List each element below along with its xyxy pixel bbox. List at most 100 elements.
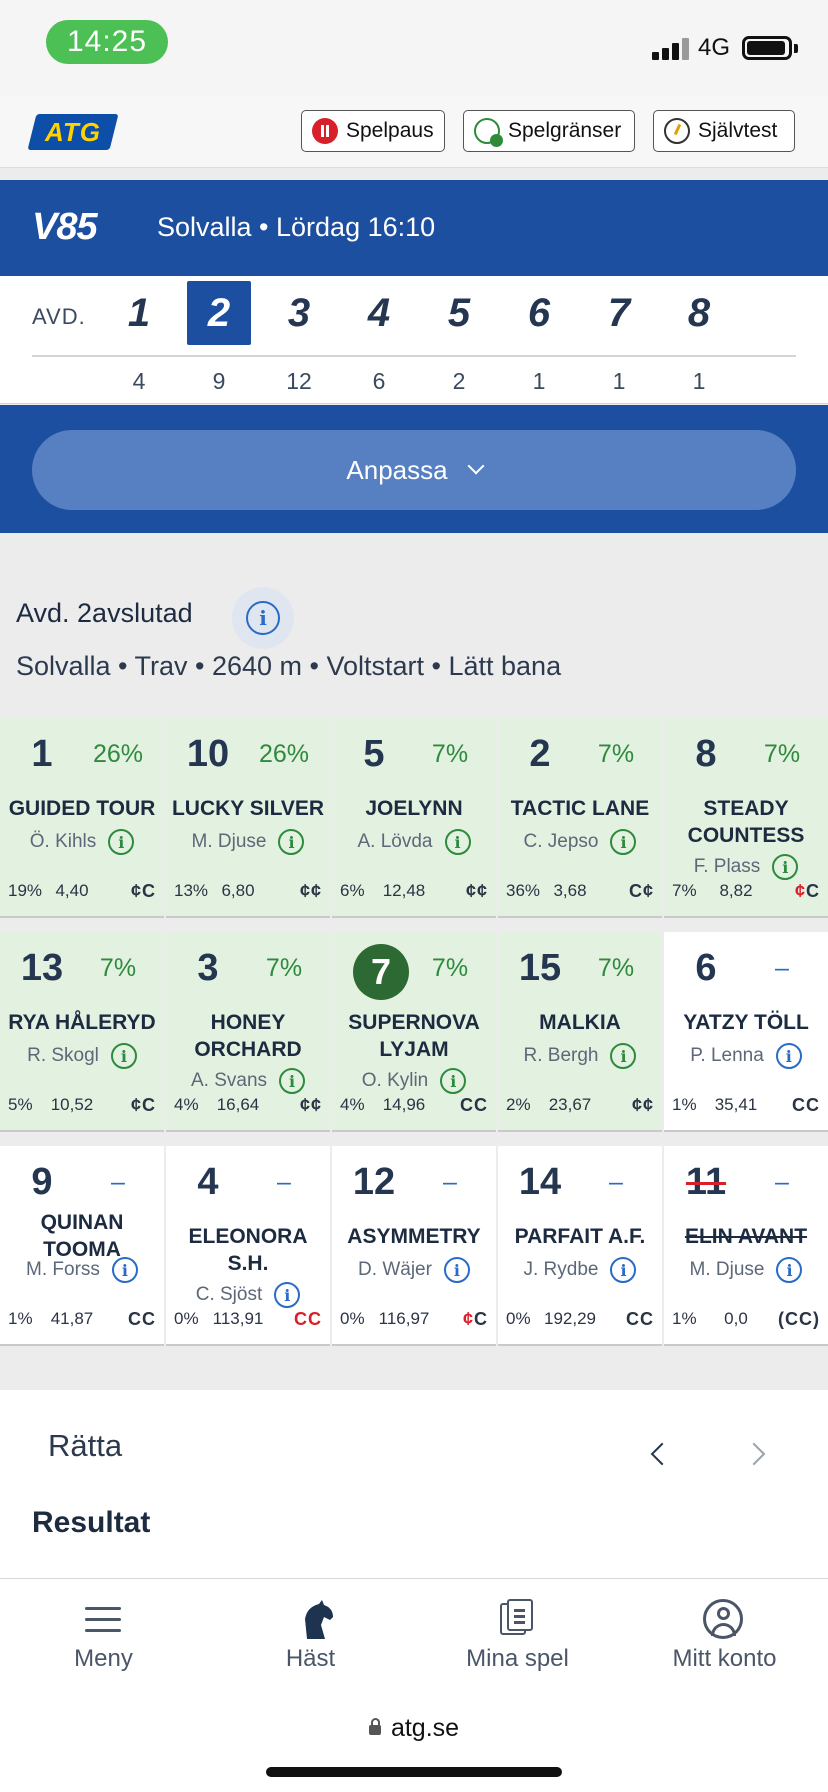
horse-stat: 6% (340, 881, 365, 900)
info-icon[interactable]: i (111, 1257, 138, 1283)
horse-odds: 12,48 (382, 881, 426, 900)
atg-logo[interactable]: ATG (27, 114, 119, 150)
horse-odds: 116,97 (378, 1309, 430, 1328)
sjalvtest-label: Självtest (698, 119, 778, 142)
horse-card[interactable]: 12 – ASYMMETRY D. Wäjer i 0% 116,97 ¢C (332, 1146, 496, 1346)
horse-card[interactable]: 2 7% TACTIC LANE C. Jepso i 36% 3,68 C¢ (498, 718, 662, 918)
home-indicator[interactable] (266, 1767, 562, 1777)
info-icon[interactable]: i (279, 1068, 306, 1094)
driver-name: O. Kylin (361, 1070, 429, 1091)
nav-meny-label: Meny (74, 1645, 133, 1672)
info-icon[interactable]: i (278, 829, 305, 855)
horse-odds: 113,91 (212, 1309, 264, 1328)
chevron-right-icon[interactable] (742, 1442, 766, 1466)
info-icon[interactable]: i (110, 1043, 137, 1069)
info-icon[interactable]: i (440, 1068, 467, 1094)
division-count: 12 (286, 368, 312, 394)
horse-card[interactable]: 7 7% SUPERNOVA LYJAM O. Kylin i 4% 14,96 CC (332, 932, 496, 1132)
anpassa-button[interactable]: Anpassa (32, 430, 796, 510)
horse-name: PARFAIT A.F. (514, 1224, 646, 1248)
nav-mitt-konto[interactable]: Mitt konto (621, 1579, 828, 1689)
horse-percentage: – (609, 1168, 623, 1196)
shoe-indicator: CC (792, 1095, 820, 1115)
horse-name: GUIDED TOUR (8, 796, 156, 820)
horse-card[interactable]: 14 – PARFAIT A.F. J. Rydbe i 0% 192,29 CC (498, 1146, 662, 1346)
info-icon[interactable]: i (274, 1282, 301, 1308)
info-icon[interactable]: i (775, 1043, 802, 1069)
bottom-nav: Meny Häst Mina spel Mitt konto (0, 1578, 828, 1688)
horse-stat: 1% (672, 1095, 697, 1114)
horse-percentage: – (277, 1168, 291, 1196)
horse-card[interactable]: 1 26% GUIDED TOUR Ö. Kihls i 19% 4,40 ¢C (0, 718, 164, 918)
horse-odds: 23,67 (548, 1095, 592, 1114)
horse-card[interactable]: 11 – ELIN AVANT M. Djuse i 1% 0,0 (CC) (664, 1146, 828, 1346)
horse-number: 15 (518, 947, 562, 989)
network-type: 4G (698, 34, 731, 61)
division-tab-1[interactable]: 1 (127, 290, 151, 335)
division-tab-8[interactable]: 8 (687, 290, 711, 335)
horse-card[interactable]: 5 7% JOELYNN A. Lövda i 6% 12,48 ¢¢ (332, 718, 496, 918)
spelpaus-button[interactable]: Spelpaus (301, 110, 445, 152)
horse-name: LUCKY SILVER (171, 796, 325, 820)
horse-odds: 0,0 (724, 1309, 748, 1328)
spelpaus-label: Spelpaus (346, 119, 434, 142)
nav-mina-spel-label: Mina spel (466, 1645, 569, 1672)
horse-card[interactable]: 9 – QUINAN TOOMA M. Forss i 1% 41,87 CC (0, 1146, 164, 1346)
horse-name: ASYMMETRY (347, 1224, 481, 1248)
info-icon[interactable]: i (772, 854, 799, 880)
driver-name: C. Jepso (523, 831, 599, 852)
info-icon[interactable]: i (610, 1257, 637, 1283)
info-icon[interactable]: i (444, 829, 471, 855)
horse-grid: 1 26% GUIDED TOUR Ö. Kihls i 19% 4,40 ¢C 10 26% LU… (0, 718, 828, 1346)
horse-card[interactable]: 4 – ELEONORA S.H. C. Sjöst i 0% 113,91 CC (166, 1146, 330, 1346)
info-icon[interactable]: i (108, 829, 135, 855)
menu-icon (82, 1599, 124, 1639)
race-info: Solvalla • Lördag 16:10 (157, 212, 436, 242)
driver-name: J. Rydbe (523, 1259, 599, 1280)
browser-url-bar: atg.se (0, 1688, 828, 1792)
division-tab-2[interactable]: 2 (187, 281, 251, 345)
info-icon[interactable]: i (610, 829, 637, 855)
division-tab-3[interactable]: 3 (287, 290, 311, 335)
info-icon[interactable]: i (776, 1257, 803, 1283)
division-count: 6 (372, 368, 386, 394)
nav-meny[interactable]: Meny (0, 1579, 207, 1689)
chevron-down-icon (467, 457, 485, 475)
division-tab-5[interactable]: 5 (447, 290, 471, 335)
horse-card[interactable]: 3 7% HONEY ORCHARD A. Svans i 4% 16,64 ¢¢ (166, 932, 330, 1132)
division-tab-6[interactable]: 6 (527, 290, 551, 335)
shoe-indicator: CC (128, 1309, 156, 1329)
horse-stat: 0% (506, 1309, 531, 1328)
horse-card[interactable]: 13 7% RYA HÅLERYD R. Skogl i 5% 10,52 ¢C (0, 932, 164, 1132)
horse-stat: 19% (8, 881, 43, 900)
horse-number: 7 (353, 944, 409, 1000)
battery-icon (742, 36, 792, 60)
chevron-left-icon[interactable] (650, 1442, 674, 1466)
horse-card[interactable]: 15 7% MALKIA R. Bergh i 2% 23,67 ¢¢ (498, 932, 662, 1132)
driver-name: Ö. Kihls (29, 831, 97, 852)
horse-card[interactable]: 8 7% STEADY COUNTESS F. Plass i 7% 8,82 ¢C (664, 718, 828, 918)
horse-percentage: 26% (258, 740, 310, 768)
division-count: 1 (692, 368, 706, 394)
horse-stat: 36% (506, 881, 541, 900)
division-tab-4[interactable]: 4 (367, 290, 391, 335)
shoe-indicator: ¢C (130, 881, 156, 901)
horse-card[interactable]: 6 – YATZY TÖLL P. Lenna i 1% 35,41 CC (664, 932, 828, 1132)
division-tab-7[interactable]: 7 (607, 290, 631, 335)
horse-name: SUPERNOVA LYJAM (348, 1011, 480, 1061)
nav-mina-spel[interactable]: Mina spel (414, 1579, 621, 1689)
nav-hast[interactable]: Häst (207, 1579, 414, 1689)
division-info-button[interactable]: i (232, 587, 294, 649)
horse-name: HONEY ORCHARD (194, 1011, 302, 1061)
horse-number: 6 (695, 947, 717, 989)
horse-stat: 0% (340, 1309, 365, 1328)
horse-card[interactable]: 10 26% LUCKY SILVER M. Djuse i 13% 6,80 ¢¢ (166, 718, 330, 918)
horse-percentage: 7% (265, 954, 303, 982)
url-field[interactable]: atg.se (0, 1714, 828, 1743)
driver-name: R. Bergh (523, 1045, 599, 1066)
info-icon[interactable]: i (610, 1043, 637, 1069)
info-icon[interactable]: i (443, 1257, 470, 1283)
sjalvtest-button[interactable]: Självtest (653, 110, 795, 152)
tickets-icon (496, 1599, 538, 1639)
spelgranser-button[interactable]: Spelgränser (463, 110, 635, 152)
